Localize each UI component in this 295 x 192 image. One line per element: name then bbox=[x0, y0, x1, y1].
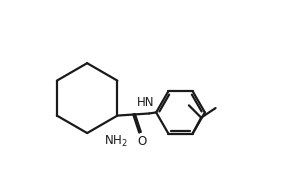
Text: NH$_2$: NH$_2$ bbox=[104, 134, 128, 149]
Text: O: O bbox=[137, 135, 146, 148]
Text: HN: HN bbox=[137, 96, 154, 109]
